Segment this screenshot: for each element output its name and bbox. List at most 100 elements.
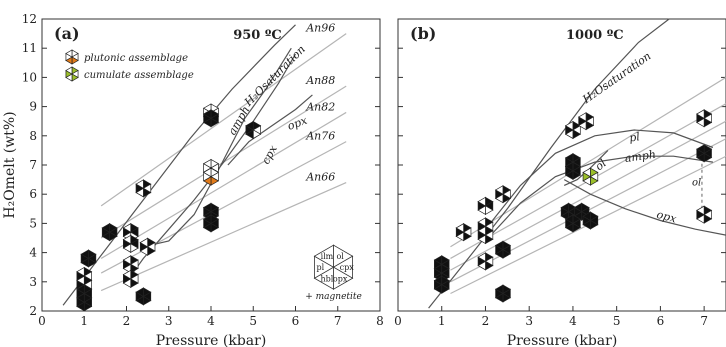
hex-sector: [122, 223, 132, 233]
phase-boundary: [143, 47, 292, 248]
hex-sector: [433, 255, 443, 265]
phase-boundary: [227, 94, 313, 166]
hex-sector: [202, 202, 212, 213]
x-tick-label: 0: [394, 314, 402, 328]
hex-sector: [202, 103, 212, 114]
reference-label: ol: [692, 177, 701, 188]
anorthite-line: [100, 181, 347, 292]
hex-sector: [564, 214, 574, 225]
anorthite-line: [100, 33, 347, 207]
hex-sector: [494, 240, 504, 251]
x-tick-label: 7: [700, 314, 708, 328]
hex-sector: [202, 158, 212, 169]
x-axis-label: Pressure (kbar): [507, 333, 618, 347]
data-point: [202, 109, 220, 128]
data-point: [80, 249, 97, 268]
x-tick-label: 4: [207, 314, 215, 328]
data-point: [564, 120, 581, 140]
key-sector-label: cpx: [340, 263, 355, 272]
hex-sector: [582, 167, 591, 178]
key-sector-label: ol: [336, 252, 344, 261]
anorthite-label: An76: [305, 130, 335, 143]
x-tick-label: 5: [249, 314, 257, 328]
x-tick-label: 0: [38, 314, 46, 328]
hex-sector: [76, 266, 85, 277]
x-tick-label: 1: [80, 314, 88, 328]
hex-sector: [76, 284, 85, 295]
data-point: [122, 255, 139, 274]
data-point: [582, 211, 599, 230]
hex-sector: [494, 284, 504, 295]
hex-sector: [122, 269, 132, 280]
panel-b: 01234567An9An8An8An7An6ol(b)1000 ºCPress…: [394, 18, 726, 347]
hex-sector: [433, 275, 443, 286]
hex-sector: [76, 293, 85, 303]
hex-sector: [139, 237, 148, 248]
y-tick-label: 8: [29, 129, 37, 143]
y-tick-label: 2: [29, 304, 37, 318]
data-point: [564, 214, 581, 233]
key-sector-label: ilm: [321, 252, 334, 261]
hex-sector: [76, 275, 85, 286]
x-tick-label: 6: [657, 314, 665, 328]
hex-sector: [202, 167, 212, 178]
phase-boundary-label: opx: [655, 208, 678, 226]
plot-frame: [397, 18, 726, 312]
hex-sector: [696, 109, 705, 119]
anorthite-line: [450, 76, 726, 248]
phase-boundary: [62, 24, 296, 306]
y-tick-label: 7: [29, 158, 37, 172]
data-point: [455, 223, 472, 242]
hex-sector: [245, 120, 254, 131]
hex-sector: [564, 120, 574, 131]
data-point: [245, 120, 262, 140]
data-point: [582, 167, 599, 186]
x-tick-label: 8: [376, 314, 384, 328]
x-tick-label: 1: [438, 314, 446, 328]
phase-boundary-label: amph: [624, 148, 657, 165]
hex-sector: [573, 202, 583, 213]
hex-sector: [135, 287, 144, 298]
y-tick-label: 3: [29, 275, 37, 289]
hex-sector: [696, 144, 705, 154]
hex-sector: [494, 185, 504, 195]
x-tick-label: 5: [613, 314, 621, 328]
data-point: [494, 240, 512, 259]
hex-sector: [564, 152, 574, 163]
phase-boundary: [428, 18, 670, 309]
phase-boundary: [485, 129, 714, 230]
hex-sector: [696, 205, 705, 216]
key-sector-label: pl: [316, 263, 324, 272]
panel-title: 1000 ºC: [566, 28, 624, 43]
key-sector: [313, 244, 334, 268]
data-point: [577, 112, 595, 131]
data-point: [696, 144, 713, 163]
panel-title: 950 ºC: [233, 28, 282, 43]
data-point: [122, 223, 139, 242]
data-point: [433, 275, 450, 294]
anorthite-line: [100, 111, 347, 259]
data-point: [494, 284, 512, 303]
hex-sector: [433, 263, 443, 274]
anorthite-label: An88: [305, 74, 335, 87]
key-note: + magnetite: [305, 292, 362, 302]
y-tick-label: 9: [29, 100, 37, 114]
data-point: [477, 225, 494, 245]
hex-sector: [477, 217, 486, 227]
hex-sector: [65, 49, 73, 58]
data-point: [122, 234, 139, 253]
data-point: [494, 185, 512, 204]
data-point: [135, 287, 152, 306]
y-axis-label: H₂Omelt (wt%): [2, 111, 18, 218]
y-tick-label: 5: [29, 216, 37, 230]
hex-sector: [477, 225, 486, 236]
anorthite-label: An82: [305, 100, 335, 113]
phase-boundary-label: pl: [628, 130, 641, 144]
hex-sector: [101, 223, 110, 233]
hex-sector: [202, 109, 212, 119]
hex-sector: [122, 234, 132, 245]
data-point: [696, 205, 713, 224]
data-point: [564, 161, 581, 180]
